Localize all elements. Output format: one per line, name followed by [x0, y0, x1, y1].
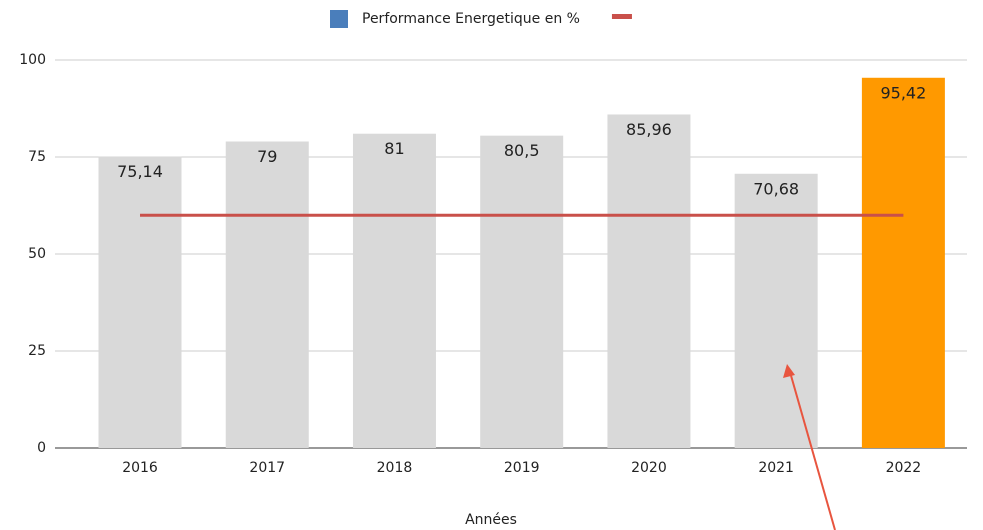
x-tick-label: 2016 — [122, 460, 158, 476]
x-tick-label: 2020 — [631, 460, 667, 476]
bar — [480, 135, 564, 448]
x-tick-label: 2022 — [886, 460, 922, 476]
data-label: 79 — [257, 147, 277, 166]
bar — [734, 173, 818, 448]
legend-label: Performance Energetique en % — [362, 11, 580, 27]
data-label: 81 — [384, 139, 404, 158]
x-tick-label: 2017 — [249, 460, 285, 476]
legend-swatch — [330, 10, 348, 28]
legend-swatch — [611, 14, 632, 19]
bar — [352, 133, 436, 448]
annotation-arrow — [789, 371, 836, 530]
x-axis-label: Années — [465, 512, 517, 528]
y-tick-label: 100 — [19, 52, 46, 68]
bar — [861, 77, 945, 449]
data-label: 70,68 — [753, 179, 799, 198]
bar — [98, 156, 182, 449]
y-tick-label: 75 — [28, 149, 46, 165]
x-tick-label: 2018 — [377, 460, 413, 476]
data-label: 80,5 — [504, 141, 540, 160]
bar — [225, 141, 309, 449]
y-tick-label: 0 — [37, 440, 46, 456]
x-tick-label: 2019 — [504, 460, 540, 476]
data-label: 75,14 — [117, 162, 163, 181]
arrow-head — [783, 364, 795, 378]
x-tick-label: 2021 — [758, 460, 794, 476]
bar — [607, 114, 691, 449]
y-tick-label: 50 — [28, 246, 46, 262]
data-label: 85,96 — [626, 120, 672, 139]
data-label: 95,42 — [880, 83, 926, 102]
y-tick-label: 25 — [28, 343, 46, 359]
